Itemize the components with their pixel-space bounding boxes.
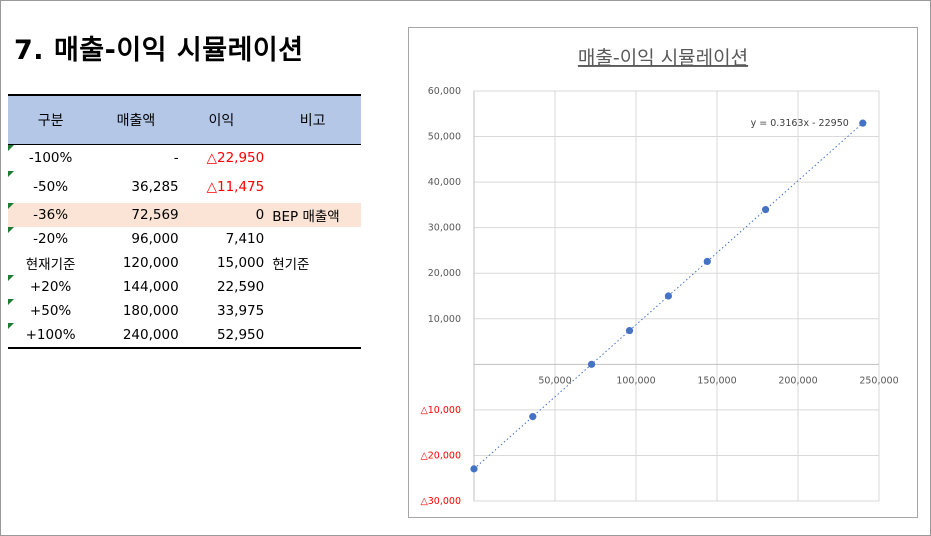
category-text: +20% — [29, 279, 72, 295]
category-text: +50% — [29, 303, 72, 319]
cell-category[interactable]: 현재기준 — [25, 257, 76, 273]
error-marker-icon — [8, 227, 14, 233]
cell-note[interactable] — [264, 171, 361, 203]
y-tick-label: 50,000 — [428, 132, 461, 143]
y-tick-label: △20,000 — [420, 450, 461, 461]
cell-profit[interactable]: △11,475 — [206, 179, 265, 195]
page-title: 7. 매출-이익 시뮬레이션 — [14, 35, 304, 66]
cell-category[interactable]: -20% — [8, 227, 93, 251]
category-text: +100% — [25, 327, 76, 343]
cell-category[interactable]: +50% — [8, 299, 93, 323]
cell-sales[interactable]: 240,000 — [93, 323, 179, 349]
x-tick-label: 100,000 — [616, 375, 655, 386]
cell-profit[interactable]: 0 — [178, 203, 265, 227]
cell-profit[interactable]: 15,000 — [216, 255, 265, 271]
error-marker-icon — [8, 145, 14, 151]
cell-profit[interactable]: 52,950 — [178, 323, 265, 349]
error-marker-icon — [8, 203, 14, 209]
y-tick-label: 10,000 — [428, 314, 461, 325]
cell-note[interactable] — [264, 299, 361, 323]
cell-sales[interactable]: 120,000 — [122, 255, 179, 271]
table-row: 현재기준 120,000 15,000 현기준 — [8, 251, 361, 275]
category-text: -100% — [28, 150, 73, 166]
cell-sales[interactable]: 180,000 — [122, 303, 179, 319]
table-row: +50% 180,000 33,975 — [8, 299, 361, 323]
y-tick-label: 20,000 — [428, 268, 461, 279]
x-tick-label: 200,000 — [778, 375, 817, 386]
scatter-chart: 매출-이익 시뮬레이션 60,000 50,000 40,000 30,000 20,0… — [420, 47, 898, 507]
cell-sales[interactable]: 144,000 — [122, 279, 179, 295]
data-point — [859, 119, 867, 127]
error-marker-icon — [8, 275, 14, 281]
cell-sales[interactable]: 72,569 — [93, 203, 179, 227]
cell-profit[interactable]: △22,950 — [206, 150, 265, 166]
error-marker-icon — [8, 171, 14, 177]
y-tick-label: 40,000 — [428, 177, 461, 188]
cell-category[interactable]: -50% — [8, 171, 93, 203]
cell-category[interactable]: +20% — [8, 275, 93, 299]
header-note: 비고 — [264, 94, 361, 145]
data-point — [470, 465, 478, 473]
tick-labels: 60,000 50,000 40,000 30,000 20,000 10,000 △10,… — [420, 86, 898, 507]
cell-note[interactable] — [264, 323, 361, 349]
x-tick-label: 250,000 — [859, 375, 898, 386]
table-header-row: 구분 매출액 이익 비고 — [8, 94, 361, 145]
y-tick-label: △30,000 — [420, 496, 461, 507]
data-point — [587, 360, 596, 368]
table-row: -100% - △22,950 — [8, 145, 361, 172]
data-point — [762, 205, 770, 214]
cell-note[interactable]: 현기준 — [272, 257, 310, 273]
y-tick-label: 60,000 — [428, 86, 461, 97]
data-point — [703, 257, 711, 266]
category-text: -36% — [33, 207, 69, 223]
data-point — [529, 413, 537, 421]
error-marker-icon — [8, 323, 14, 329]
cell-sales[interactable]: - — [173, 150, 179, 166]
header-profit: 이익 — [178, 94, 265, 145]
cell-category[interactable]: -100% — [8, 145, 93, 172]
y-tick-label: 30,000 — [428, 223, 461, 234]
cell-note[interactable]: BEP 매출액 — [264, 203, 361, 227]
cell-note[interactable] — [264, 275, 361, 299]
grid-lines — [474, 90, 880, 502]
header-sales: 매출액 — [93, 94, 179, 145]
x-tick-label: 50,000 — [538, 375, 571, 386]
trendline-equation: y = 0.3163x - 22950 — [751, 118, 849, 129]
chart-title: 매출-이익 시뮬레이션 — [578, 47, 748, 69]
error-marker-icon — [8, 299, 14, 305]
cell-sales[interactable]: 36,285 — [131, 179, 179, 195]
cell-note[interactable] — [264, 145, 361, 172]
table-row: -50% 36,285 △11,475 — [8, 171, 361, 203]
x-tick-label: 150,000 — [697, 375, 736, 386]
table-row: +100% 240,000 52,950 — [8, 323, 361, 349]
cell-profit[interactable]: 7,410 — [225, 231, 265, 247]
cell-note[interactable] — [264, 227, 361, 251]
data-points — [470, 119, 867, 473]
header-category: 구분 — [8, 94, 94, 145]
category-text: -50% — [33, 179, 69, 195]
data-point — [625, 326, 634, 335]
category-text: -20% — [33, 231, 69, 247]
simulation-table: 구분 매출액 이익 비고 -100% - △22,950 -50% 36,285… — [8, 94, 361, 349]
cell-sales[interactable]: 96,000 — [131, 231, 179, 247]
table-row: -20% 96,000 7,410 — [8, 227, 361, 251]
cell-category[interactable]: +100% — [8, 323, 94, 349]
data-point — [664, 292, 672, 300]
cell-profit[interactable]: 33,975 — [216, 303, 265, 319]
table-row: +20% 144,000 22,590 — [8, 275, 361, 299]
table-row-bep: -36% 72,569 0 BEP 매출액 — [8, 203, 361, 227]
y-tick-label: △10,000 — [420, 405, 461, 416]
axes — [473, 91, 879, 501]
chart-area[interactable]: 매출-이익 시뮬레이션 60,000 50,000 40,000 30,000 20,0… — [408, 27, 918, 518]
cell-profit[interactable]: 22,590 — [216, 279, 265, 295]
cell-category[interactable]: -36% — [8, 203, 94, 227]
